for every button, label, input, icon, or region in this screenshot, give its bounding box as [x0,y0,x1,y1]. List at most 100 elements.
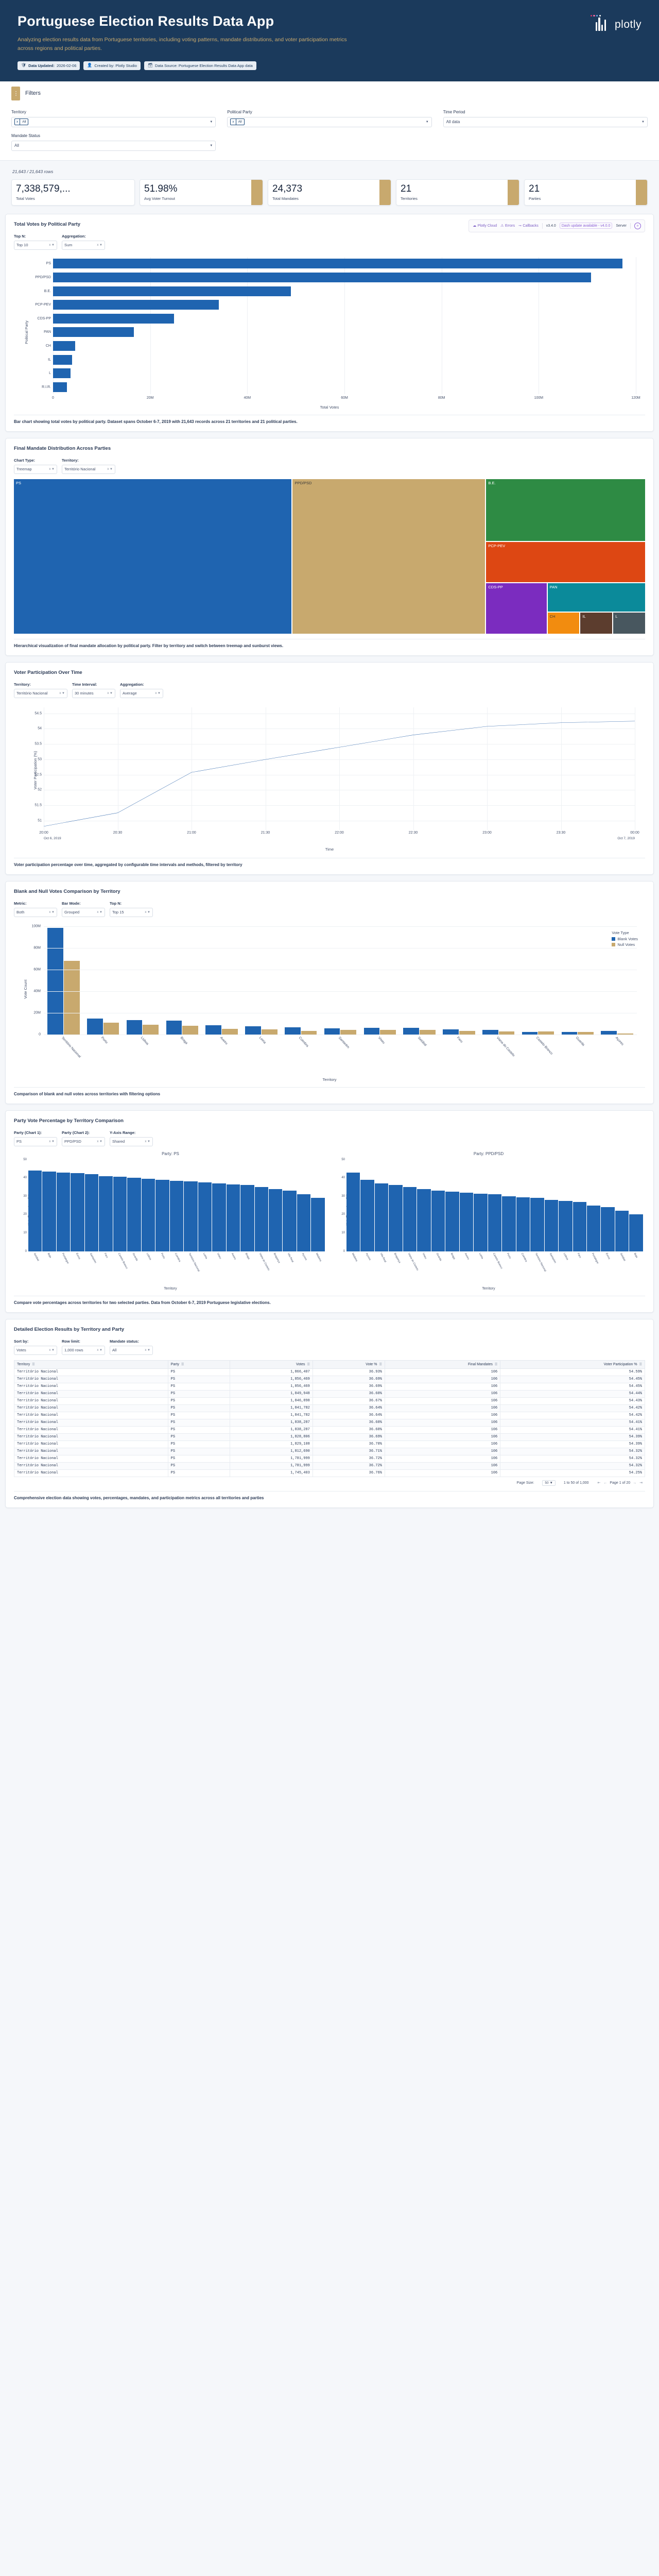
chevron-down-icon[interactable]: ▼ [210,144,213,147]
party-bar[interactable] [28,1171,42,1251]
party-bar[interactable] [42,1171,56,1251]
prev-page-icon[interactable]: ← [603,1481,608,1485]
party-bar[interactable] [403,1187,417,1251]
party-bar[interactable] [459,1192,474,1251]
table-column-header[interactable]: Party ☰ [167,1360,231,1369]
party-bar[interactable] [516,1197,530,1251]
control-row-limit-select[interactable]: 1,000 rows x ▼ [62,1345,105,1355]
table-row[interactable]: Território Nacional PS 1,846,898 36.67% 106 5… [14,1397,645,1405]
hbar-row[interactable]: CH [46,341,636,351]
party-bar[interactable] [254,1187,268,1251]
gb-group[interactable] [558,926,597,1035]
control-y-axis-range-select[interactable]: Shared x ▼ [110,1137,153,1146]
table-row[interactable]: Território Nacional PS 1,841,782 36.64% 106 5… [14,1411,645,1419]
control-clear-and-chevron[interactable]: x ▼ [145,1140,150,1143]
gb-group[interactable] [281,926,321,1035]
party-bar[interactable] [212,1183,226,1251]
treemap-cell[interactable]: CDS-PP [486,583,547,634]
filter-party-chip[interactable]: x All [230,118,245,126]
table-row[interactable]: Território Nacional PS 1,745,403 36.76% 106 5… [14,1469,645,1477]
chevron-down-icon[interactable]: ▼ [210,120,213,124]
control-clear-and-chevron[interactable]: x ▼ [49,1140,55,1143]
table-row[interactable]: Território Nacional PS 1,866,407 36.93% 106 5… [14,1368,645,1376]
results-table[interactable]: Territory ☰ Party ☰ Votes ☰ Vote % ☰ Final Manda… [14,1360,645,1477]
table-row[interactable]: Território Nacional PS 1,828,806 36.69% 106 5… [14,1433,645,1441]
page-size-select[interactable]: 50 ▼ [542,1480,556,1486]
treemap-cell[interactable]: PCP-PEV [486,541,645,582]
party-bar[interactable] [169,1180,184,1251]
gb-group[interactable] [400,926,439,1035]
control-clear-and-chevron[interactable]: x ▼ [49,243,55,247]
party-bar[interactable] [417,1189,431,1251]
table-row[interactable]: Território Nacional PS 1,841,782 36.64% 106 5… [14,1404,645,1412]
gb-legend[interactable]: Vote Type Blank Votes Null Votes [612,930,638,947]
treemap-cell[interactable]: PS [14,479,292,634]
gb-group[interactable] [360,926,400,1035]
treemap-cell[interactable]: PAN [547,583,645,612]
party-bar[interactable] [141,1179,155,1251]
gb-group[interactable] [597,926,637,1035]
control-clear-and-chevron[interactable]: x ▼ [97,243,102,247]
party-bar[interactable] [226,1184,240,1251]
control-blanknull-top-n-select[interactable]: Top 15 x ▼ [110,907,153,917]
hbar-row[interactable]: IL [48,354,636,365]
chevron-down-icon[interactable]: ▼ [641,120,645,124]
table-row[interactable]: Território Nacional PS 1,849,948 36.60% 106 5… [14,1389,645,1398]
table-row[interactable]: Território Nacional PS 1,781,999 36.72% 106 5… [14,1454,645,1463]
chart-total-votes-by-party[interactable]: Political Party PS PPD/PSD B.E. PCP-PEV CDS-… [14,255,645,410]
hbar-row[interactable]: PPD/PSD [35,272,636,283]
party-bar[interactable] [268,1189,283,1251]
control-time-interval-select[interactable]: 30 minutes x ▼ [72,688,115,698]
control-clear-and-chevron[interactable]: x ▼ [145,910,150,914]
party-bar[interactable] [297,1194,311,1251]
filter-mandate-status-select[interactable]: All ▼ [11,140,216,151]
control-clear-and-chevron[interactable]: x ▼ [49,1348,55,1352]
party-bar[interactable] [573,1201,586,1251]
party-bar[interactable] [502,1196,516,1251]
control-clear-and-chevron[interactable]: x ▼ [59,691,65,695]
party-bar[interactable] [488,1194,502,1251]
gb-group[interactable] [241,926,281,1035]
filter-territory-select[interactable]: x All ▼ [11,116,216,127]
treemap-cell[interactable]: PPD/PSD [292,479,485,634]
hbar-row[interactable]: L [49,368,636,379]
control-clear-and-chevron[interactable]: x ▼ [97,1348,102,1352]
hbar-row[interactable]: PS [46,259,636,269]
party-bar[interactable] [360,1179,374,1251]
gb-group[interactable] [321,926,360,1035]
filter-territory-chip[interactable]: x All [14,118,29,126]
party-bar[interactable] [586,1205,601,1251]
control-top-n-select[interactable]: Top 10 x ▼ [14,240,57,250]
filter-icon[interactable]: ☰ [307,1363,310,1366]
party-bar[interactable] [559,1200,573,1251]
gb-group[interactable] [123,926,163,1035]
gb-group[interactable] [439,926,479,1035]
treemap-cell[interactable]: L [613,612,645,634]
party-bar[interactable] [240,1185,254,1251]
party-bar[interactable] [530,1198,544,1251]
party-bar[interactable] [155,1179,169,1251]
hbar-row[interactable]: R.I.R. [42,382,636,392]
party-bar[interactable] [113,1177,127,1251]
control-table-mandate-status-select[interactable]: All x ▼ [110,1345,153,1355]
first-page-icon[interactable]: ⇤ [597,1481,601,1485]
gb-group[interactable] [202,926,241,1035]
filter-icon[interactable]: ☰ [379,1363,382,1366]
party-bar[interactable] [474,1193,488,1251]
chart-party-1[interactable]: Party: PS Vote Percentage (%) 0102030405… [14,1151,327,1291]
chip-remove-icon[interactable]: x [231,119,236,125]
party-bar[interactable] [601,1207,615,1251]
hbar-row[interactable]: PAN [44,327,636,337]
control-chart-type-select[interactable]: Treemap x ▼ [14,464,57,474]
party-bar[interactable] [615,1211,629,1251]
party-bar[interactable] [544,1199,559,1251]
control-aggregation-select[interactable]: Sum x ▼ [62,240,105,250]
party-bar[interactable] [389,1185,403,1251]
table-row[interactable]: Território Nacional PS 1,781,999 36.72% 106 5… [14,1462,645,1470]
control-clear-and-chevron[interactable]: x ▼ [155,691,161,695]
hbar-row[interactable]: B.E. [44,286,636,296]
control-clear-and-chevron[interactable]: x ▼ [49,467,55,471]
control-territory-select[interactable]: Território Nacional x ▼ [62,464,115,474]
treemap-cell[interactable]: IL [580,612,613,634]
control-sort-by-select[interactable]: Votes x ▼ [14,1345,57,1355]
